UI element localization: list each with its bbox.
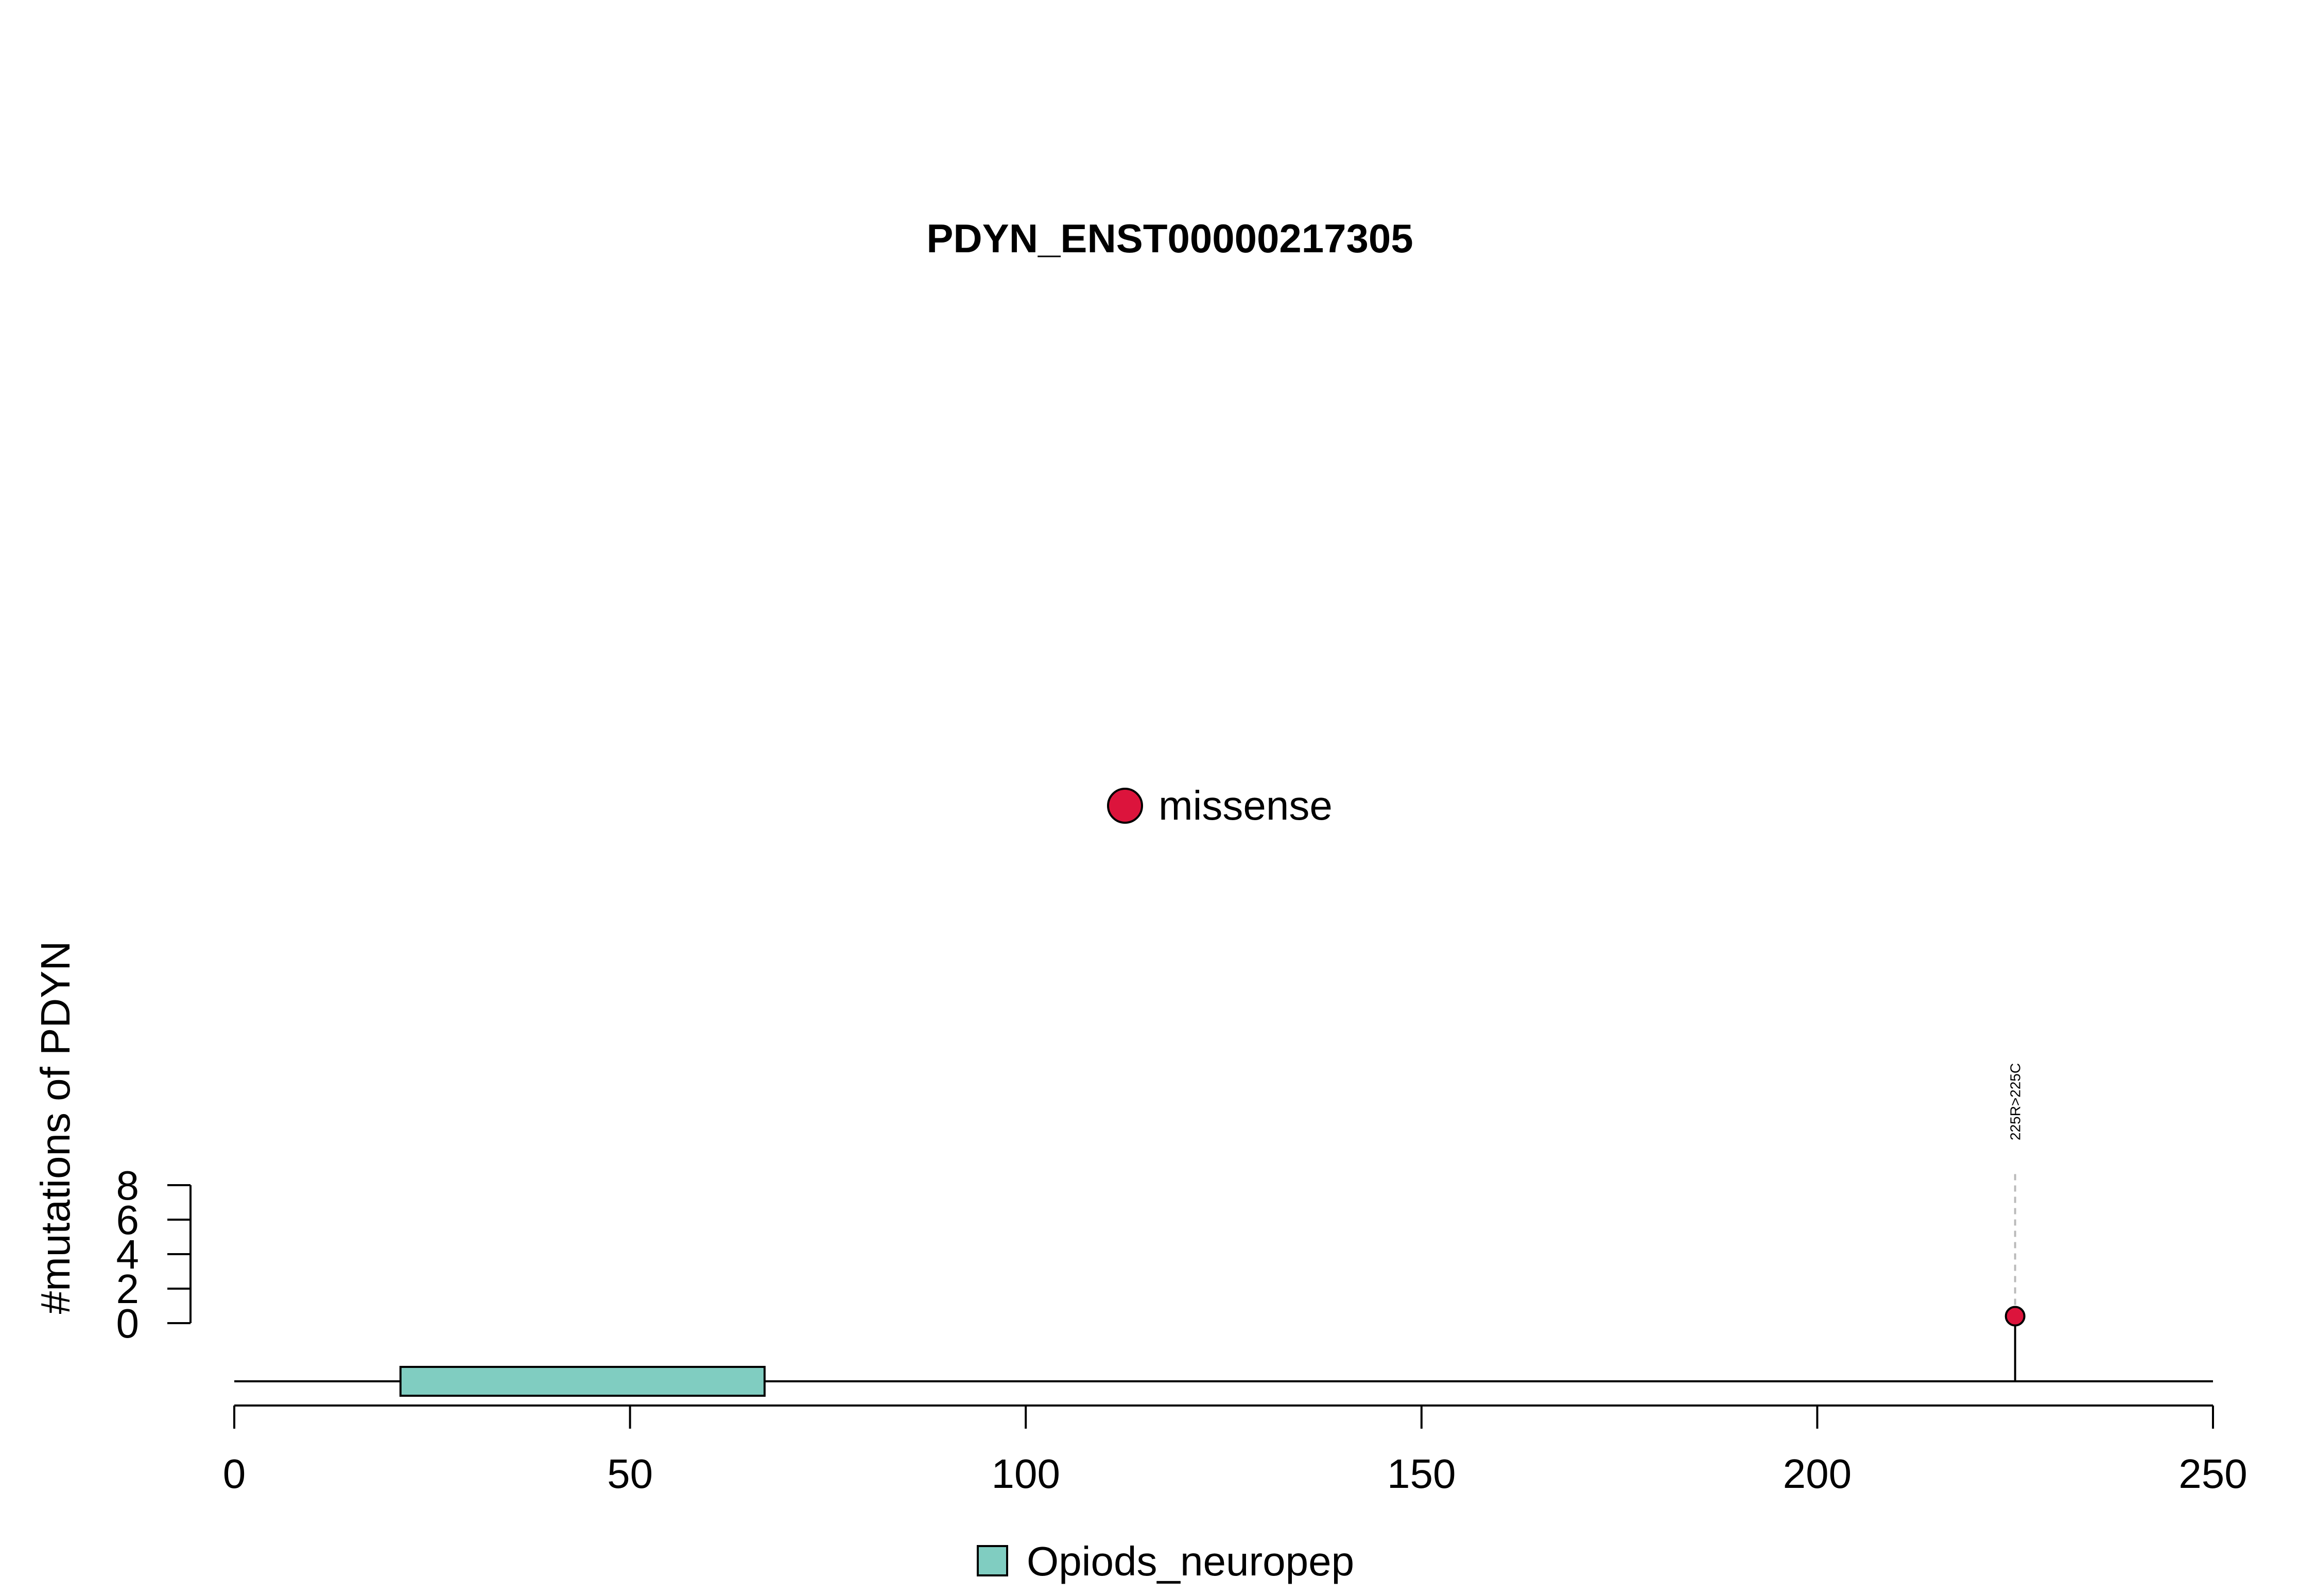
x-axis: 0 50 100 150 200 250 <box>223 1404 2247 1497</box>
mutation-label: 225R>225C <box>2008 1063 2024 1140</box>
x-tick-label: 50 <box>607 1451 653 1497</box>
y-tick-label: 2 <box>116 1266 140 1312</box>
opiods-neuropep-legend-swatch <box>977 1545 1008 1576</box>
missense-legend-label: missense <box>1158 783 1333 828</box>
y-axis-label: #mutations of PDYN <box>32 941 78 1314</box>
chart-title: PDYN_ENST00000217305 <box>926 216 1413 261</box>
y-tick-label: 4 <box>116 1231 140 1277</box>
y-tick-label: 6 <box>116 1197 140 1243</box>
opiods-neuropep-legend-label: Opiods_neuropep <box>1027 1538 1354 1584</box>
y-tick-label: 0 <box>116 1300 140 1346</box>
mutation-marker <box>2004 1306 2026 1327</box>
x-tick-label: 100 <box>991 1451 1060 1497</box>
mutation-layer: 225R>225C <box>2004 1063 2026 1381</box>
mutation-legend: missense <box>1107 783 1333 828</box>
missense-legend-marker <box>1107 788 1143 824</box>
domain-legend: Opiods_neuropep <box>977 1538 1354 1584</box>
domain-box <box>399 1366 766 1397</box>
domain-layer <box>399 1366 766 1397</box>
y-tick-label: 8 <box>116 1163 140 1208</box>
x-tick-label: 150 <box>1387 1451 1456 1497</box>
x-tick-label: 0 <box>223 1451 246 1497</box>
x-tick-label: 200 <box>1783 1451 1852 1497</box>
x-tick-label: 250 <box>2178 1451 2247 1497</box>
